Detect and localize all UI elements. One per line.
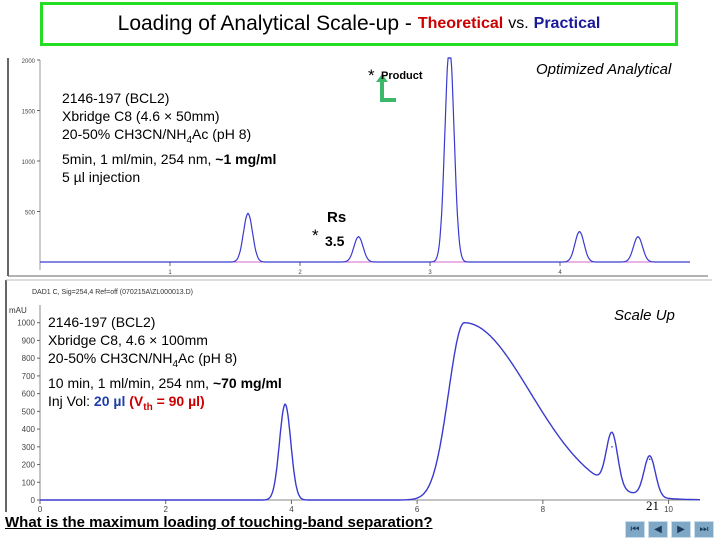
nav-first-button[interactable]: ⏮ xyxy=(625,521,645,538)
top-x-tick-label-0: 1 xyxy=(168,270,172,276)
bottom-y-tick-label-7: 700 xyxy=(22,372,36,381)
title-vs: vs. xyxy=(508,15,529,32)
top-conditions: 2146-197 (BCL2) Xbridge C8 (4.6 × 50mm) … xyxy=(62,89,276,186)
question-text: What is the maximum loading of touching-… xyxy=(5,514,433,531)
title-practical: Practical xyxy=(533,15,601,32)
top-y-tick-label-2: 1500 xyxy=(22,110,36,116)
bottom-trace-line xyxy=(40,322,700,501)
slide-title: Loading of Analytical Scale-up - xyxy=(117,12,412,35)
top-y-tick-label-3: 2000 xyxy=(22,59,36,65)
top-y-tick-label-1: 1000 xyxy=(22,160,36,166)
bottom-x-tick-label-1: 2 xyxy=(163,505,168,514)
nav-next-button[interactable]: ▶ xyxy=(671,521,691,538)
top-gradient: 20-50% CH3CN/NH4Ac (pH 8) xyxy=(62,126,252,146)
bottom-gradient: 20-50% CH3CN/NH4Ac (pH 8) xyxy=(48,350,238,370)
top-panel-label: Optimized Analytical xyxy=(536,61,672,78)
top-column: Xbridge C8 (4.6 × 50mm) xyxy=(62,108,220,124)
top-y-tick-label-0: 500 xyxy=(25,211,36,217)
product-arrow-head xyxy=(376,74,388,82)
bottom-ylabel: mAU xyxy=(9,306,27,315)
bottom-y-tick-label-1: 100 xyxy=(22,478,36,487)
bottom-y-tick-label-3: 300 xyxy=(22,443,36,452)
bottom-y-tick-label-0: 0 xyxy=(31,496,36,505)
bottom-y-tick-label-9: 900 xyxy=(22,336,36,345)
top-trace-line xyxy=(40,57,690,263)
bottom-y-tick-label-5: 500 xyxy=(22,407,36,416)
slide-title-box: Loading of Analytical Scale-up - Theoret… xyxy=(40,2,678,46)
bottom-y-tick-label-10: 1000 xyxy=(17,319,35,328)
bottom-y-tick-label-8: 800 xyxy=(22,354,36,363)
bottom-y-tick-label-2: 200 xyxy=(22,461,36,470)
bottom-method: 10 min, 1 ml/min, 254 nm, ~70 mg/ml xyxy=(48,374,282,391)
product-asterisk: * xyxy=(368,66,375,85)
product-label: Product xyxy=(381,70,423,82)
rs-value: 3.5 xyxy=(325,233,345,249)
top-x-tick-label-3: 4 xyxy=(558,270,562,276)
bottom-x-tick-label-0: 0 xyxy=(38,505,43,514)
bottom-y-tick-label-4: 400 xyxy=(22,425,36,434)
nav-last-button[interactable]: ⏭ xyxy=(694,521,714,538)
top-x-tick-label-2: 3 xyxy=(428,270,432,276)
bottom-y-tick-label-6: 600 xyxy=(22,390,36,399)
bottom-sample-id: 2146-197 (BCL2) xyxy=(48,314,156,330)
title-theoretical: Theoretical xyxy=(417,15,504,32)
bottom-conditions: 2146-197 (BCL2) Xbridge C8, 4.6 × 100mm … xyxy=(48,313,282,417)
bottom-x-tick-label-5: 10 xyxy=(664,505,673,514)
top-x-tick-label-1: 2 xyxy=(298,270,302,276)
bottom-plot-area xyxy=(6,280,712,512)
top-injection: 5 µl injection xyxy=(62,168,141,185)
rs-asterisk: * xyxy=(312,226,319,245)
product-arrow-shaft xyxy=(380,80,396,102)
bottom-peak-3 xyxy=(648,458,651,461)
prev-icon: ◀ xyxy=(654,523,662,535)
first-icon: ⏮ xyxy=(630,523,640,535)
bottom-panel-label: Scale Up xyxy=(614,307,675,324)
top-plot-area xyxy=(8,55,708,275)
bottom-injection: Inj Vol: 20 µl (Vth = 90 µl) xyxy=(48,392,205,413)
bottom-peak-2 xyxy=(611,446,613,448)
last-icon: ⏭ xyxy=(699,523,709,535)
page-number: 21 xyxy=(646,498,659,513)
top-sample-id: 2146-197 (BCL2) xyxy=(62,90,170,106)
top-chromatogram: 1 2 3 4 500 1000 1500 2000 xyxy=(7,55,708,277)
bottom-x-tick-label-3: 6 xyxy=(415,505,420,514)
next-icon: ▶ xyxy=(677,523,685,535)
top-method: 5min, 1 ml/min, 254 nm, ~1 mg/ml xyxy=(62,150,277,167)
rs-label: Rs xyxy=(327,209,347,226)
bottom-x-tick-label-4: 8 xyxy=(541,505,546,514)
bottom-header: DAD1 C, Sig=254,4 Ref=off (070215A\ZL000… xyxy=(32,289,193,296)
bottom-column: Xbridge C8, 4.6 × 100mm xyxy=(48,332,208,348)
bottom-x-tick-label-2: 4 xyxy=(289,505,294,514)
nav-prev-button[interactable]: ◀ xyxy=(648,521,668,538)
